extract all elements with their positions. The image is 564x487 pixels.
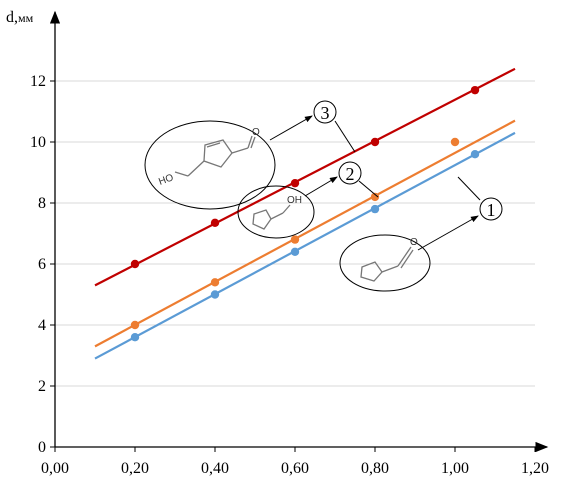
callouts: O HO 3 OH 2 xyxy=(144,100,503,292)
data-point xyxy=(470,85,480,95)
y-axis-unit: мм xyxy=(18,11,34,25)
data-point xyxy=(370,192,380,202)
callout-circle-1 xyxy=(479,197,503,221)
y-tick-label: 8 xyxy=(38,195,46,212)
hmf-ho-label: HO xyxy=(157,172,175,188)
data-point xyxy=(130,320,140,330)
callout-2: OH 2 xyxy=(237,161,379,239)
callout-leader-1 xyxy=(457,176,481,201)
x-tick-label: 0,60 xyxy=(281,460,309,477)
callout-3: O HO 3 xyxy=(144,100,356,210)
series-2 xyxy=(94,119,516,348)
x-tick-label: 1,20 xyxy=(521,460,549,477)
data-point xyxy=(130,259,140,269)
callout-circle-3 xyxy=(313,100,337,124)
x-tick-label: 1,00 xyxy=(441,460,469,477)
x-tick-label: 0,20 xyxy=(121,460,149,477)
molecule-ellipse-2 xyxy=(237,185,315,239)
y-tick-label: 2 xyxy=(38,378,46,395)
furfural-structure-icon xyxy=(360,246,414,282)
x-tick-label: 0,40 xyxy=(201,460,229,477)
data-point xyxy=(210,218,220,228)
data-point xyxy=(130,333,140,342)
furfuryl-oh-label: OH xyxy=(287,195,302,206)
y-axis-label: d,мм xyxy=(6,9,34,26)
data-point xyxy=(370,137,380,147)
data-point xyxy=(290,178,300,188)
y-tick-label: 4 xyxy=(38,317,46,334)
y-tick-label: 0 xyxy=(38,439,46,456)
callout-number-2: 2 xyxy=(346,164,355,184)
axes xyxy=(49,10,549,453)
x-tick-label: 0,80 xyxy=(361,460,389,477)
callout-circle-2 xyxy=(338,161,362,185)
callout-leader-3 xyxy=(334,120,356,153)
series-line-1 xyxy=(94,131,516,360)
callout-number-1: 1 xyxy=(487,200,496,220)
data-point xyxy=(470,150,480,159)
series-1 xyxy=(94,131,516,360)
callout-leader-2 xyxy=(358,180,379,198)
callout-arrow-3 xyxy=(269,115,313,141)
series-line-2 xyxy=(94,119,516,348)
y-tick-label: 10 xyxy=(30,134,46,151)
hmf-o-label: O xyxy=(252,127,260,138)
x-tick-label: 0,00 xyxy=(41,460,69,477)
furfuryl-alcohol-structure-icon xyxy=(252,204,291,230)
series-layer xyxy=(94,67,516,360)
data-point xyxy=(210,290,220,299)
callout-1: O 1 xyxy=(339,176,503,292)
furfural-o-label: O xyxy=(410,237,418,248)
y-tick-label: 12 xyxy=(30,73,46,90)
data-point xyxy=(290,235,300,244)
data-point xyxy=(290,247,300,256)
callout-arrow-1 xyxy=(417,215,479,251)
callout-arrow-2 xyxy=(304,176,338,197)
molecule-ellipse-3 xyxy=(144,120,276,210)
data-point xyxy=(450,137,460,147)
molecule-ellipse-1 xyxy=(339,234,431,292)
data-point xyxy=(370,204,380,214)
callout-number-3: 3 xyxy=(321,103,330,123)
series-line-3 xyxy=(94,67,516,287)
hmf-structure-icon xyxy=(174,135,256,177)
y-tick-label: 6 xyxy=(38,256,46,273)
series-3 xyxy=(94,67,516,287)
data-point xyxy=(210,278,220,287)
